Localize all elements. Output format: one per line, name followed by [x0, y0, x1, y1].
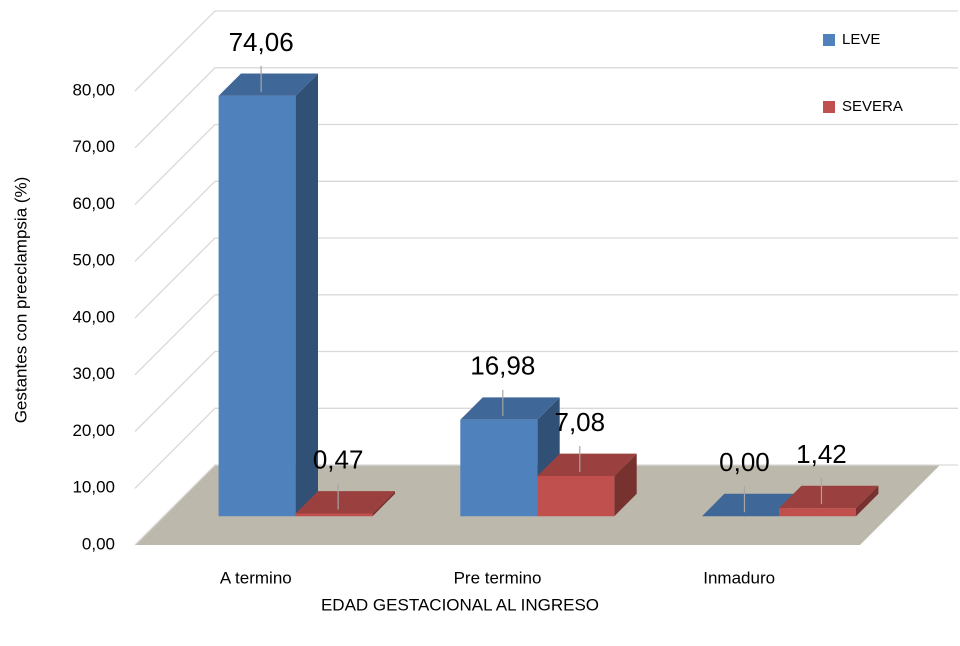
bar-top [295, 491, 395, 514]
grid-line [134, 123, 958, 205]
y-tick-label: 30,00 [72, 364, 115, 383]
grid-line [134, 407, 958, 489]
bar-top [537, 453, 637, 476]
value-label: 74,06 [229, 27, 294, 57]
value-label: 0,00 [719, 447, 770, 477]
y-tick-label: 40,00 [72, 307, 115, 326]
y-axis-title: Gestantes con preeclampsia (%) [11, 177, 30, 424]
grid-line [134, 237, 958, 319]
grid-line [134, 180, 958, 262]
grid-line [134, 10, 958, 92]
bar [295, 513, 373, 517]
bar-top [460, 397, 560, 420]
y-tick-label: 80,00 [72, 80, 115, 99]
grid-line [134, 464, 958, 546]
bar [218, 95, 296, 517]
bar-top [218, 73, 318, 96]
y-tick-label: 50,00 [72, 251, 115, 270]
bar-top [702, 493, 802, 517]
bar-side [295, 73, 318, 517]
legend-label: SEVERA [842, 98, 903, 115]
bar [537, 476, 615, 517]
value-label: 1,42 [796, 439, 847, 469]
bar [460, 419, 538, 517]
x-tick-label: A termino [220, 568, 292, 587]
grid-line [134, 350, 958, 432]
legend-swatch [823, 34, 835, 46]
y-tick-label: 0,00 [82, 534, 115, 553]
value-label: 16,98 [470, 351, 535, 381]
y-tick-label: 10,00 [72, 478, 115, 497]
grid-line [134, 67, 958, 149]
bar-top [779, 485, 879, 509]
y-tick-label: 20,00 [72, 421, 115, 440]
x-tick-label: Inmaduro [703, 568, 775, 587]
y-tick-label: 70,00 [72, 137, 115, 156]
legend-swatch [823, 101, 835, 113]
grid-line [134, 294, 958, 376]
y-tick-label: 60,00 [72, 194, 115, 213]
x-tick-label: Pre termino [454, 568, 542, 587]
legend-label: LEVE [842, 31, 880, 48]
bar-side [614, 453, 637, 517]
bar-side [856, 485, 879, 517]
bar [779, 508, 856, 517]
value-label: 7,08 [554, 407, 605, 437]
value-label: 0,47 [313, 444, 364, 474]
x-axis-title: EDAD GESTACIONAL AL INGRESO [321, 595, 599, 614]
bar-side [372, 491, 395, 517]
